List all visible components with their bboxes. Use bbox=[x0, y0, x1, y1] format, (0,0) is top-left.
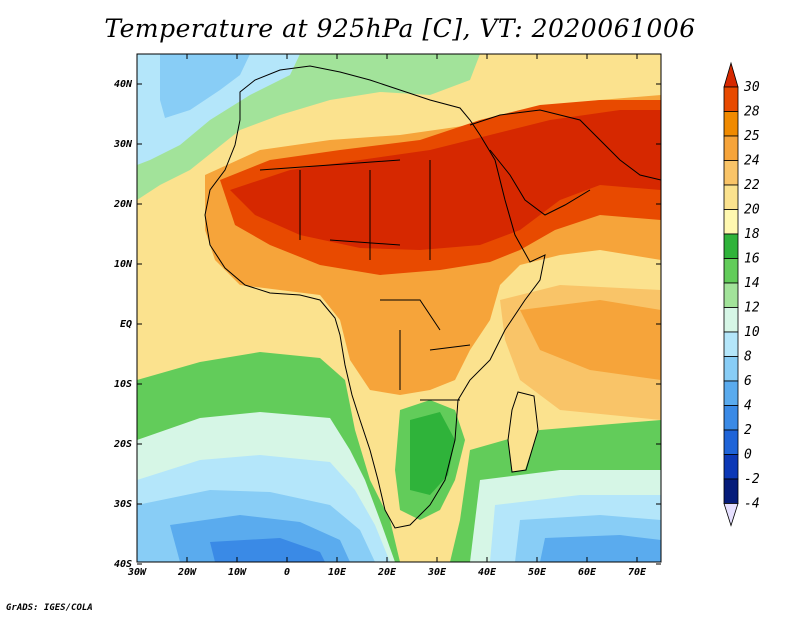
colorbar-swatch bbox=[723, 356, 739, 382]
colorbar-swatch bbox=[723, 454, 739, 480]
colorbar-label: 10 bbox=[744, 325, 760, 340]
colorbar-swatch bbox=[723, 282, 739, 308]
colorbar-swatch bbox=[723, 429, 739, 455]
colorbar-label: 18 bbox=[744, 227, 760, 242]
colorbar-swatch bbox=[723, 380, 739, 406]
lon-label: 60E bbox=[578, 567, 597, 578]
colorbar-label: 2 bbox=[744, 423, 752, 438]
colorbar-swatch bbox=[723, 331, 739, 357]
colorbar-label: -4 bbox=[744, 497, 760, 512]
lat-label: EQ bbox=[120, 319, 132, 330]
lat-label: 30S bbox=[113, 499, 132, 510]
colorbar-swatch bbox=[723, 307, 739, 333]
colorbar-label: 22 bbox=[744, 178, 760, 193]
colorbar-label: 24 bbox=[744, 154, 760, 169]
colorbar-label: 12 bbox=[744, 301, 760, 316]
colorbar-swatch bbox=[723, 258, 739, 284]
lat-label: 20N bbox=[113, 199, 133, 210]
colorbar-label: 8 bbox=[744, 350, 752, 365]
colorbar-label: 16 bbox=[744, 252, 760, 267]
colorbar-label: 4 bbox=[744, 399, 752, 414]
map-border bbox=[136, 53, 662, 563]
latitude-labels: 40N 30N 20N 10N EQ 10S 20S 30S 40S bbox=[113, 79, 133, 570]
lat-label: 20S bbox=[113, 439, 132, 450]
lon-label: 10W bbox=[228, 567, 247, 578]
lon-label: 30E bbox=[427, 567, 447, 578]
temperature-field bbox=[137, 54, 661, 562]
colorbar-swatch bbox=[723, 135, 739, 161]
lat-label: 40S bbox=[114, 559, 132, 570]
colorbar-label: 14 bbox=[744, 276, 760, 291]
longitude-labels: 30W 20W 10W 0 10E 20E 30E 40E 50E 60E 70… bbox=[127, 567, 647, 578]
lat-label: 10N bbox=[114, 259, 133, 270]
colorbar-label: 20 bbox=[744, 203, 760, 218]
lon-label: 40E bbox=[478, 567, 497, 578]
colorbar-label: -2 bbox=[744, 472, 760, 487]
lon-label: 20W bbox=[177, 567, 197, 578]
colorbar-swatch bbox=[723, 233, 739, 259]
colorbar-label: 30 bbox=[743, 80, 760, 95]
lon-label: 50E bbox=[528, 567, 547, 578]
colorbar-top-arrow bbox=[723, 61, 739, 88]
axis-ticks bbox=[136, 54, 661, 565]
lon-label: 0 bbox=[284, 567, 290, 578]
colorbar-swatch bbox=[723, 209, 739, 235]
colorbar-label: 25 bbox=[744, 129, 760, 144]
colorbar-label: 0 bbox=[744, 448, 752, 463]
lon-label: 20E bbox=[377, 567, 397, 578]
lon-label: 70E bbox=[628, 567, 647, 578]
map-title: Temperature at 925hPa [C], VT: 202006100… bbox=[104, 14, 696, 43]
colorbar-swatch bbox=[723, 86, 739, 112]
lat-label: 40N bbox=[114, 79, 133, 90]
colorbar-swatch bbox=[723, 111, 739, 137]
colorbar-swatch bbox=[723, 405, 739, 431]
colorbar-swatch bbox=[723, 184, 739, 210]
lat-label: 30N bbox=[113, 139, 133, 150]
colorbar-swatch bbox=[723, 478, 739, 504]
grads-credit: GrADS: IGES/COLA bbox=[6, 603, 93, 613]
colorbar-label: 28 bbox=[744, 105, 760, 120]
colorbar-bottom-arrow bbox=[723, 503, 739, 527]
lat-label: 10S bbox=[114, 379, 132, 390]
colorbar-label: 6 bbox=[744, 374, 752, 389]
lon-label: 10E bbox=[328, 567, 347, 578]
lon-label: 30W bbox=[127, 567, 147, 578]
coastlines bbox=[204, 65, 661, 529]
colorbar-swatch bbox=[723, 160, 739, 186]
